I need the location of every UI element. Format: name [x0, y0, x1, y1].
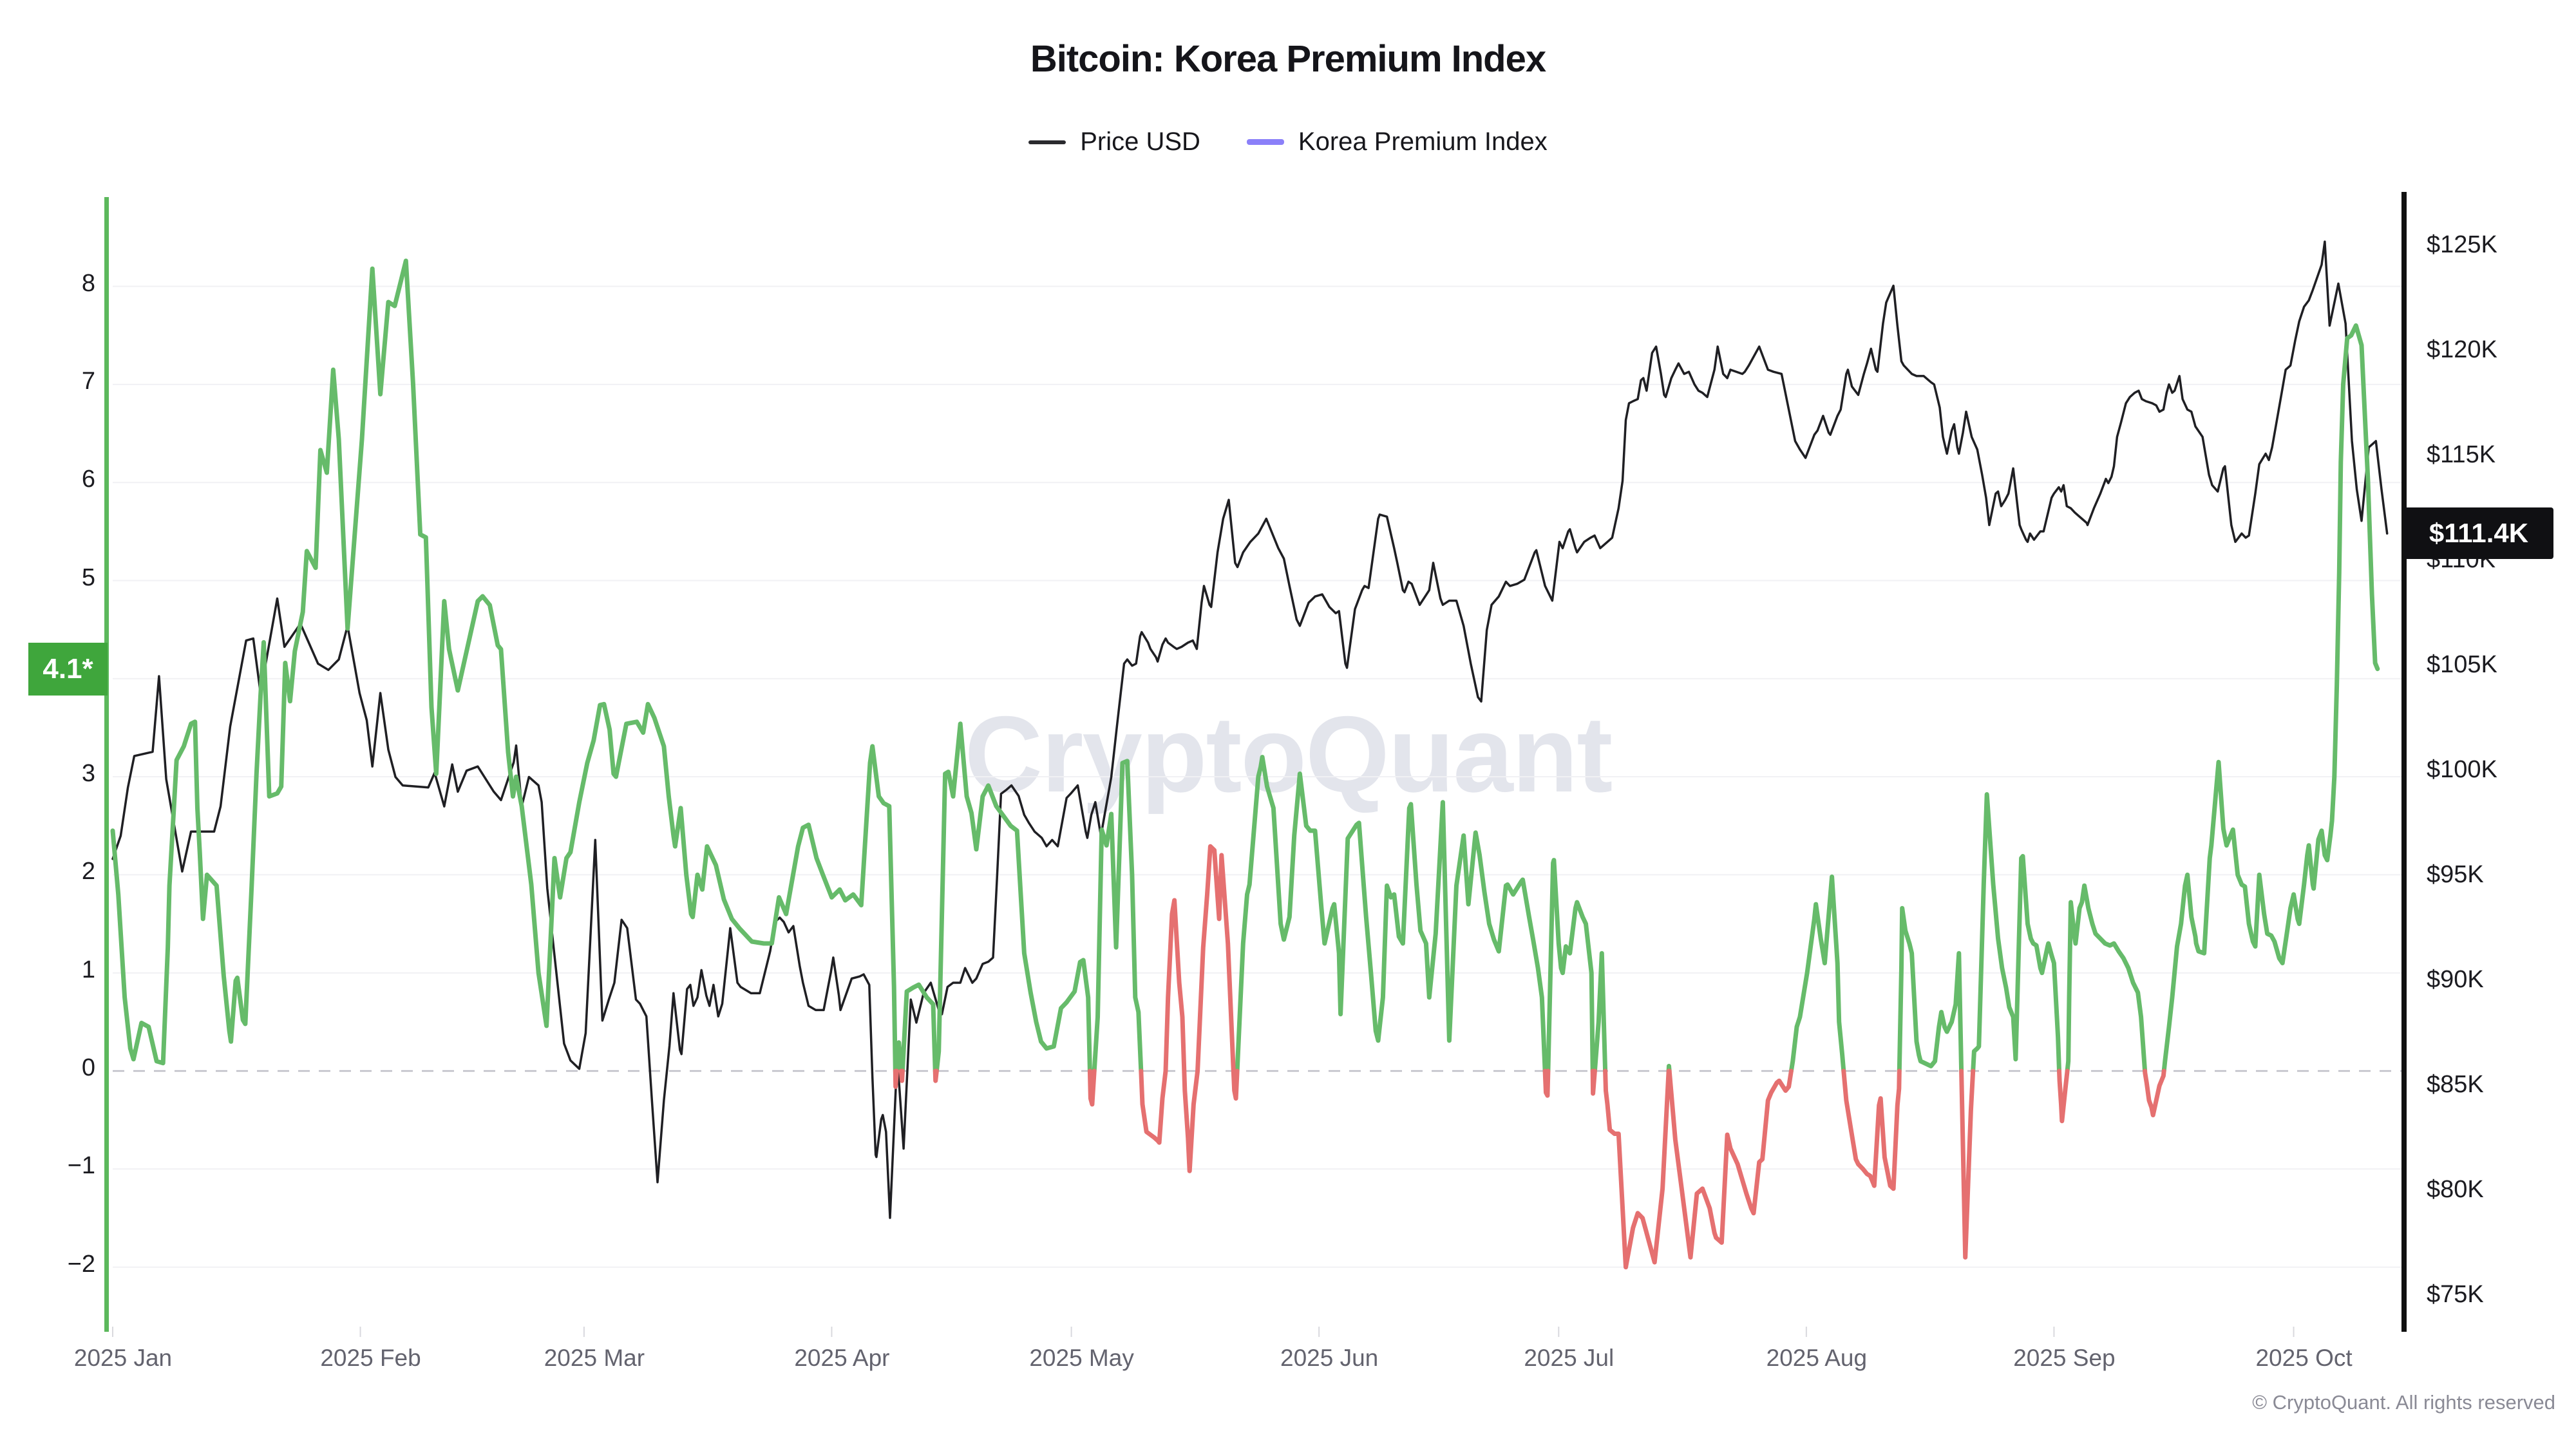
price-tick-label: $120K [2427, 336, 2497, 363]
price-tick-label: $90K [2427, 966, 2484, 993]
x-tick-label: 2025 May [1029, 1345, 1134, 1371]
premium-line-negative [893, 844, 2166, 1270]
right-axis-spine [2401, 192, 2407, 1332]
x-tick-label: 2025 Apr [794, 1345, 890, 1371]
x-tick-label: 2025 Jun [1280, 1345, 1379, 1371]
price-tick-label: $125K [2427, 231, 2497, 258]
premium-tick-label: 3 [81, 760, 95, 788]
chart-title: Bitcoin: Korea Premium Index [1030, 38, 1546, 80]
premium-line-positive [110, 258, 2380, 1074]
left-axis-spine [104, 197, 109, 1332]
premium-tick-label: 0 [81, 1054, 95, 1081]
premium-tick-label: 5 [81, 564, 95, 591]
legend-item-premium[interactable]: Korea Premium Index [1246, 128, 1548, 156]
premium-tick-label: −1 [67, 1152, 95, 1180]
legend: Price USD Korea Premium Index [0, 128, 2576, 156]
premium-tick-label: 7 [81, 367, 95, 395]
x-tick-label: 2025 Feb [320, 1345, 421, 1371]
copyright-footer: © CryptoQuant. All rights reserved [2252, 1391, 2555, 1414]
price-tick-label: $80K [2427, 1176, 2484, 1203]
premium-tick-label: 2 [81, 858, 95, 886]
premium-tick-label: 1 [81, 956, 95, 983]
price-current-badge: $111.4K [2404, 507, 2553, 560]
price-line [111, 240, 2389, 1219]
x-tick-label: 2025 Oct [2255, 1345, 2353, 1371]
premium-tick-label: 8 [81, 269, 95, 297]
premium-tick-label: −2 [67, 1250, 95, 1278]
premium-tick-label: 6 [81, 466, 95, 493]
x-tick-label: 2025 Jul [1524, 1345, 1615, 1371]
price-tick-label: $105K [2427, 651, 2497, 678]
x-tick-label: 2025 Aug [1766, 1345, 1868, 1371]
legend-item-price[interactable]: Price USD [1028, 128, 1200, 156]
price-tick-label: $100K [2427, 756, 2497, 783]
price-tick-label: $85K [2427, 1071, 2484, 1098]
x-tick-label: 2025 Jan [73, 1345, 173, 1371]
legend-label-premium: Korea Premium Index [1298, 128, 1548, 156]
price-tick-label: $95K [2427, 861, 2484, 888]
price-line-swatch-icon [1028, 140, 1066, 144]
legend-label-price: Price USD [1080, 128, 1200, 156]
x-tick-label: 2025 Mar [544, 1345, 645, 1371]
premium-current-badge: 4.1* [28, 642, 108, 696]
x-tick-label: 2025 Sep [2013, 1345, 2116, 1371]
price-tick-label: $115K [2427, 441, 2496, 468]
watermark: CryptoQuant [964, 694, 1613, 815]
premium-line-swatch-icon [1246, 139, 1284, 145]
price-tick-label: $75K [2427, 1281, 2484, 1308]
